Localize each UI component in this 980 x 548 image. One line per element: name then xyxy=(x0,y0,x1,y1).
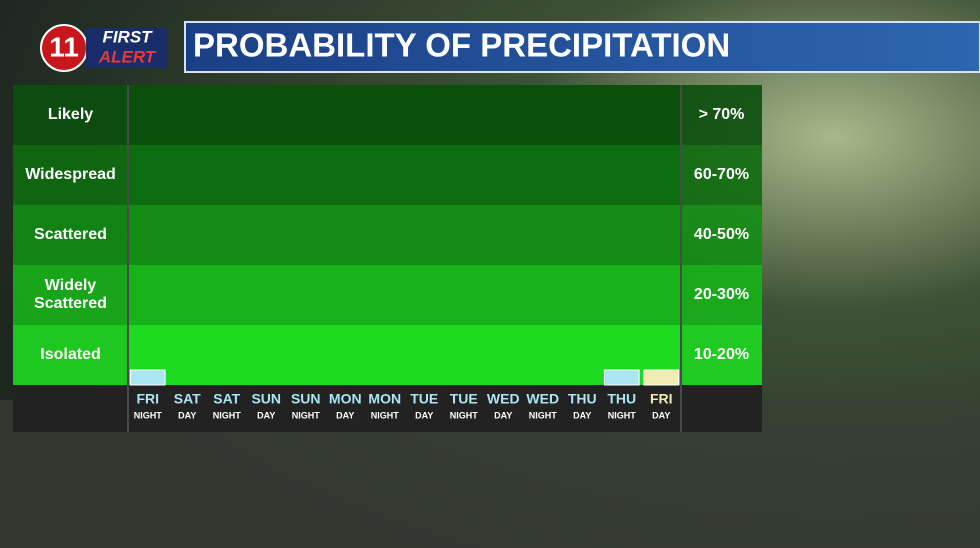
bar xyxy=(643,369,680,386)
row-range-cell xyxy=(681,265,762,325)
x-tick-sublabel: DAY xyxy=(336,410,354,420)
x-tick-sublabel: DAY xyxy=(573,410,591,420)
row-range: 60-70% xyxy=(694,166,749,183)
x-tick-sublabel: NIGHT xyxy=(371,410,400,420)
row-range: 10-20% xyxy=(694,346,749,363)
row-range: > 70% xyxy=(699,106,745,123)
row-range-cell xyxy=(681,145,762,205)
logo-line1: FIRST xyxy=(102,27,153,46)
x-tick-label: FRI xyxy=(650,391,673,407)
x-tick-label: SAT xyxy=(174,391,201,407)
row-label: Widely Scattered xyxy=(34,277,107,312)
row-band xyxy=(128,325,681,385)
logo-line2: ALERT xyxy=(98,47,157,66)
row-label-cell xyxy=(13,265,128,325)
logo-box xyxy=(86,28,168,68)
row-range-cell xyxy=(681,205,762,265)
row-range-cell xyxy=(681,325,762,385)
row-range: 20-30% xyxy=(694,286,749,303)
axis-footer xyxy=(13,385,762,432)
x-tick-label: SUN xyxy=(251,391,281,407)
x-tick-sublabel: NIGHT xyxy=(134,410,163,420)
x-tick-sublabel: DAY xyxy=(257,410,275,420)
row-label-cell xyxy=(13,145,128,205)
x-tick-label: THU xyxy=(568,391,597,407)
row-label-cell xyxy=(13,85,128,145)
x-tick-label: TUE xyxy=(410,391,438,407)
row-band xyxy=(128,85,681,145)
x-tick-sublabel: NIGHT xyxy=(213,410,242,420)
x-tick-label: TUE xyxy=(450,391,478,407)
title-banner xyxy=(184,21,980,73)
logo: 11 FIRST ALERT xyxy=(40,24,168,72)
x-tick-label: FRI xyxy=(136,391,159,407)
row-label-cell xyxy=(13,325,128,385)
x-tick-sublabel: NIGHT xyxy=(608,410,637,420)
x-tick-label: THU xyxy=(607,391,636,407)
row-range-cell xyxy=(681,85,762,145)
x-tick-sublabel: NIGHT xyxy=(292,410,321,420)
chart: Likely > 70% Widespread 60-70% Scattered 40-5… xyxy=(13,85,762,432)
row-label: Scattered xyxy=(34,226,107,243)
x-tick-label: MON xyxy=(368,391,401,407)
x-tick-sublabel: DAY xyxy=(494,410,512,420)
row-label-cell xyxy=(13,205,128,265)
chart-title: PROBABILITY OF PRECIPITATION xyxy=(193,27,730,64)
x-tick-sublabel: DAY xyxy=(415,410,433,420)
x-tick-label: MON xyxy=(329,391,362,407)
x-tick-sublabel: NIGHT xyxy=(529,410,558,420)
bar xyxy=(603,369,640,386)
x-tick-label: WED xyxy=(526,391,559,407)
logo-number: 11 xyxy=(49,31,79,62)
x-tick-label: SUN xyxy=(291,391,321,407)
bar xyxy=(129,369,166,386)
row-band xyxy=(128,205,681,265)
x-tick-sublabel: DAY xyxy=(178,410,196,420)
row-label: Widespread xyxy=(25,166,116,183)
row-label: Isolated xyxy=(40,346,100,363)
row-range: 40-50% xyxy=(694,226,749,243)
x-tick-sublabel: NIGHT xyxy=(450,410,479,420)
row-label: Likely xyxy=(48,106,93,123)
x-tick-label: SAT xyxy=(213,391,240,407)
row-band xyxy=(128,145,681,205)
x-tick-label: WED xyxy=(487,391,520,407)
row-band xyxy=(128,265,681,325)
x-tick-sublabel: DAY xyxy=(652,410,670,420)
